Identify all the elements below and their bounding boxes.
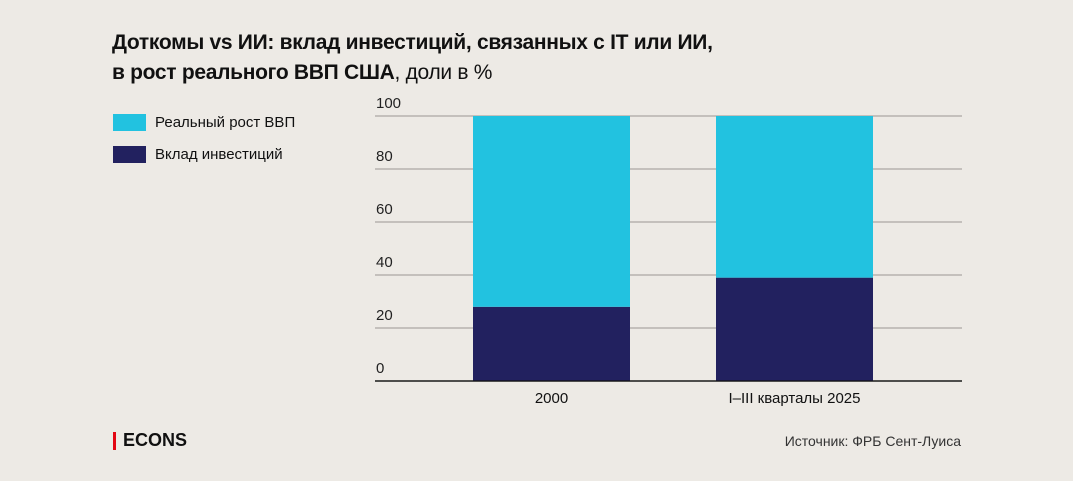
- y-tick-label: 0: [376, 360, 384, 377]
- title-units: , доли в %: [394, 61, 493, 84]
- legend-label-investment: Вклад инвестиций: [155, 145, 283, 163]
- y-tick-label: 100: [376, 95, 401, 112]
- legend-swatch-gdp: [113, 113, 146, 131]
- x-tick-label: 2000: [535, 390, 568, 407]
- legend: Реальный рост ВВП Вклад инвестиций: [113, 106, 295, 170]
- legend-item-investment: Вклад инвестиций: [113, 138, 295, 170]
- legend-swatch-investment: [113, 145, 146, 163]
- logo-text: ECONS: [123, 430, 188, 450]
- bar-segment: [473, 306, 630, 381]
- bar-segment: [473, 116, 630, 307]
- chart-title: Доткомы vs ИИ: вклад инвестиций, связанн…: [112, 28, 713, 88]
- y-tick-label: 40: [376, 254, 393, 271]
- x-tick-label: I–III кварталы 2025: [728, 390, 860, 407]
- y-tick-label: 60: [376, 201, 393, 218]
- bar-segment: [716, 277, 873, 381]
- title-bold: Доткомы vs ИИ: вклад инвестиций, связанн…: [112, 31, 713, 54]
- title-bold-2: в рост реального ВВП США: [112, 61, 395, 84]
- y-tick-label: 20: [376, 307, 393, 324]
- y-tick-label: 80: [376, 148, 393, 165]
- legend-label-gdp: Реальный рост ВВП: [155, 113, 296, 131]
- econs-logo: ECONS: [113, 430, 187, 451]
- source-note: Источник: ФРБ Сент-Луиса: [784, 433, 961, 449]
- legend-item-gdp: Реальный рост ВВП: [113, 106, 295, 138]
- bar-segment: [716, 116, 873, 278]
